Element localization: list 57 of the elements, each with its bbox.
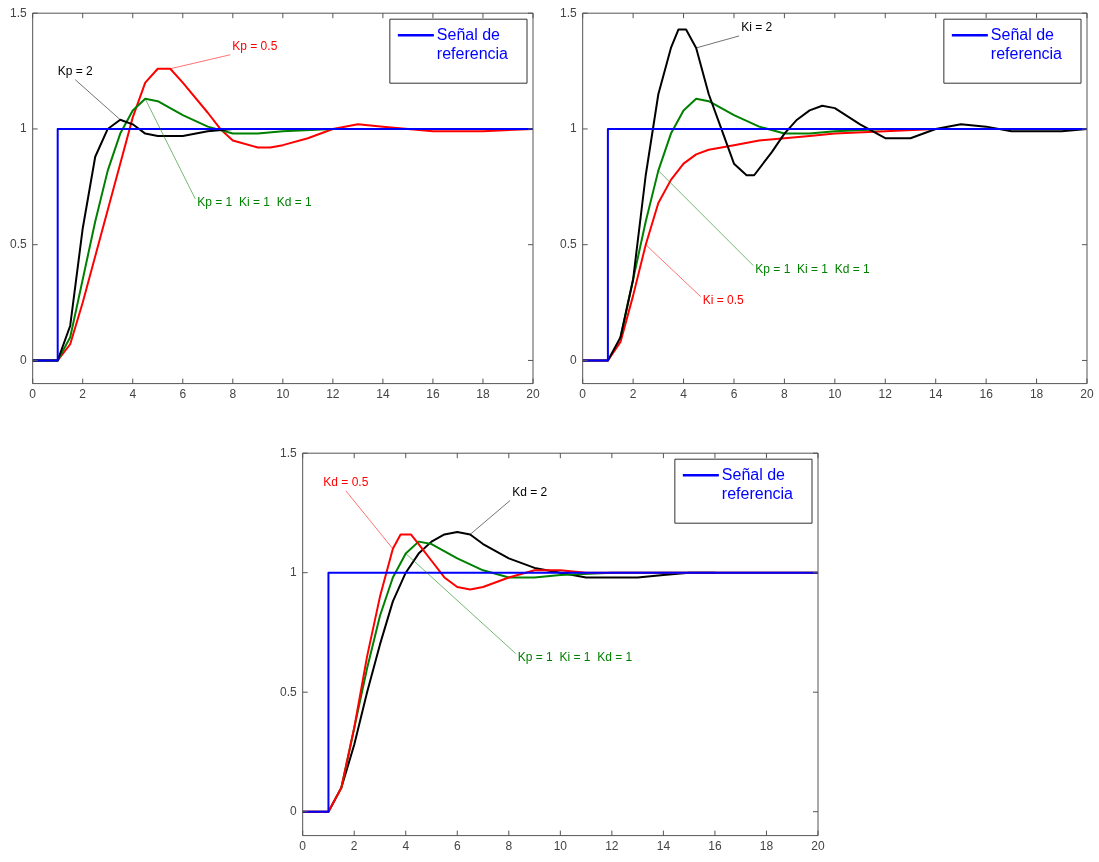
x-tick-label: 8 [229, 387, 237, 402]
x-tick-label: 0 [299, 839, 307, 854]
x-tick-label: 18 [476, 387, 490, 402]
x-tick-label: 0 [29, 387, 37, 402]
text: Kp = 0.5 [232, 39, 278, 54]
x-tick-label: 2 [350, 839, 358, 854]
x-tick-label: 4 [129, 387, 137, 402]
text: Kd = 2 [512, 484, 548, 499]
x-tick-label: 10 [828, 387, 842, 402]
x-tick-label: 12 [878, 387, 893, 402]
x-tick-label: 16 [426, 387, 440, 402]
y-tick-label: 0.5 [559, 237, 577, 252]
x-tick-label: 14 [376, 387, 390, 402]
x-tick-label: 20 [811, 839, 825, 854]
x-tick-label: 18 [759, 839, 774, 854]
legend-label: Señal de referencia [436, 25, 509, 62]
y-tick-label: 1 [289, 565, 297, 580]
x-tick-label: 16 [979, 387, 994, 402]
x-tick-label: 20 [526, 387, 540, 402]
x-tick-label: 20 [1080, 387, 1094, 402]
y-tick-label: 1.5 [279, 445, 297, 460]
y-tick-label: 1 [569, 121, 577, 136]
legend-label: Señal de referencia [721, 465, 794, 502]
x-tick-label: 0 [579, 387, 587, 402]
x-tick-label: 12 [326, 387, 340, 402]
x-tick-label: 6 [179, 387, 187, 402]
x-tick-label: 2 [79, 387, 87, 402]
text: Kd = 0.5 [323, 475, 369, 490]
text: Kp = 1 Ki = 1 Kd = 1 [517, 649, 633, 664]
text: Ki = 2 [741, 20, 773, 35]
y-tick-label: 0 [289, 804, 297, 819]
x-tick-label: 18 [1029, 387, 1044, 402]
y-tick-label: 0.5 [279, 684, 297, 699]
text: Kp = 1 Ki = 1 Kd = 1 [755, 261, 871, 276]
x-tick-label: 10 [276, 387, 290, 402]
x-tick-label: 6 [730, 387, 738, 402]
text: Kp = 2 [57, 64, 94, 78]
x-tick-label: 2 [629, 387, 637, 402]
y-tick-label: 1 [19, 121, 27, 136]
x-tick-label: 8 [505, 839, 513, 854]
x-tick-label: 6 [453, 839, 461, 854]
y-tick-label: 0.5 [9, 237, 27, 252]
text: Kp = 1 Ki = 1 Kd = 1 [197, 195, 312, 210]
x-tick-label: 12 [605, 839, 619, 854]
x-tick-label: 16 [708, 839, 722, 854]
x-tick-label: 4 [680, 387, 688, 402]
y-tick-label: 0 [569, 352, 577, 367]
x-tick-label: 10 [553, 839, 568, 854]
y-tick-label: 0 [19, 352, 27, 367]
y-tick-label: 1.5 [9, 5, 27, 20]
y-tick-label: 1.5 [559, 5, 577, 20]
x-tick-label: 4 [402, 839, 410, 854]
text: Señal de referencia [990, 25, 1063, 62]
text: Ki = 0.5 [702, 293, 745, 308]
x-tick-label: 14 [656, 839, 671, 854]
x-tick-label: 8 [781, 387, 789, 402]
x-tick-label: 14 [929, 387, 943, 402]
